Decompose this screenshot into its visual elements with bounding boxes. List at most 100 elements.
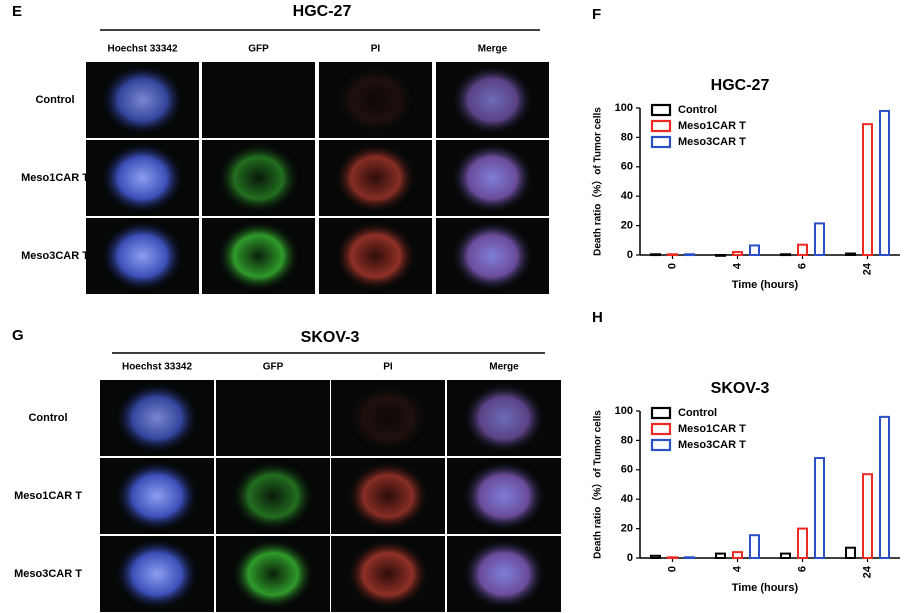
panel-letter: F <box>592 6 601 23</box>
cell-spheroid <box>334 143 417 213</box>
y-tick-label: 0 <box>627 552 633 564</box>
bar <box>715 552 726 560</box>
panel-title: SKOV-3 <box>301 329 360 346</box>
bar <box>684 253 695 257</box>
legend-swatch <box>650 103 672 117</box>
bar <box>862 123 873 256</box>
cell-spheroid <box>346 383 430 453</box>
panel-letter: H <box>592 309 603 326</box>
chart-title: HGC-27 <box>711 77 770 94</box>
x-tick-label: 4 <box>731 565 743 572</box>
cell-spheroid <box>217 221 300 291</box>
legend-swatch <box>650 406 672 420</box>
y-tick-label: 100 <box>615 102 633 114</box>
row-label: Control <box>28 412 67 424</box>
cell-spheroid <box>101 143 184 213</box>
legend-label: Control <box>678 407 717 419</box>
bar <box>879 415 890 559</box>
y-tick-label: 20 <box>621 523 633 535</box>
bar <box>845 546 856 560</box>
cell-spheroid <box>451 65 534 135</box>
y-tick-label: 60 <box>621 464 633 476</box>
bar <box>667 556 678 560</box>
panel-letter: E <box>12 3 22 20</box>
row-label: Meso1CAR T <box>21 172 89 184</box>
cell-spheroid <box>334 221 417 291</box>
row-label: Meso3CAR T <box>21 250 89 262</box>
cell-spheroid <box>101 221 184 291</box>
legend-label: Meso1CAR T <box>678 423 746 435</box>
bar <box>732 251 743 256</box>
cell-spheroid <box>451 221 534 291</box>
y-axis-label: Death ratio（%）of Tumor cells <box>591 107 604 256</box>
cell-spheroid <box>115 461 199 531</box>
row-label: Meso1CAR T <box>14 490 82 502</box>
bar <box>814 222 825 257</box>
x-tick-label: 4 <box>731 262 743 269</box>
micrograph <box>202 62 315 138</box>
cell-spheroid <box>115 539 199 609</box>
bar <box>845 252 856 256</box>
legend-label: Control <box>678 104 717 116</box>
bar <box>862 473 873 559</box>
bar <box>797 243 808 257</box>
column-header: PI <box>383 362 393 373</box>
legend-swatch <box>650 135 672 149</box>
cell-spheroid <box>462 539 546 609</box>
x-tick-label: 6 <box>796 566 808 572</box>
cell-spheroid <box>231 461 315 531</box>
x-tick-label: 24 <box>861 262 873 275</box>
bar <box>780 552 791 560</box>
bar <box>650 253 661 257</box>
cell-spheroid <box>462 461 546 531</box>
y-tick-label: 80 <box>621 434 633 446</box>
y-tick-label: 80 <box>621 131 633 143</box>
legend-swatch <box>650 422 672 436</box>
y-axis-label: Death ratio（%）of Tumor cells <box>591 410 604 559</box>
y-tick-label: 20 <box>621 220 633 232</box>
bar <box>780 253 791 257</box>
column-header: Merge <box>478 44 508 55</box>
legend-label: Meso3CAR T <box>678 439 746 451</box>
bar <box>797 527 808 559</box>
column-header: GFP <box>263 362 284 373</box>
row-label: Meso3CAR T <box>14 568 82 580</box>
panel-title: HGC-27 <box>293 3 352 20</box>
cell-spheroid <box>346 539 430 609</box>
cell-spheroid <box>462 383 546 453</box>
legend-swatch <box>650 438 672 452</box>
y-tick-label: 100 <box>615 405 633 417</box>
column-header: Hoechst 33342 <box>122 362 192 373</box>
legend-label: Meso3CAR T <box>678 136 746 148</box>
y-tick-label: 60 <box>621 161 633 173</box>
row-label: Control <box>35 94 74 106</box>
legend-label: Meso1CAR T <box>678 120 746 132</box>
cell-spheroid <box>231 539 315 609</box>
cell-spheroid <box>115 383 199 453</box>
y-tick-label: 40 <box>621 190 633 202</box>
bar <box>667 253 678 257</box>
bar <box>732 551 743 559</box>
cell-spheroid <box>334 65 417 135</box>
cell-spheroid <box>217 143 300 213</box>
y-tick-label: 40 <box>621 493 633 505</box>
bar <box>715 254 726 257</box>
cell-spheroid <box>346 461 430 531</box>
micrograph <box>216 380 330 456</box>
column-header: Hoechst 33342 <box>107 44 177 55</box>
bar <box>650 554 661 559</box>
bar <box>684 556 695 560</box>
bar <box>879 109 890 256</box>
chart-title: SKOV-3 <box>711 380 770 397</box>
bar <box>749 534 760 560</box>
column-header: Merge <box>489 362 519 373</box>
x-axis-label: Time (hours) <box>732 582 799 594</box>
x-axis-label: Time (hours) <box>732 279 799 291</box>
column-header: GFP <box>248 44 269 55</box>
cell-spheroid <box>451 143 534 213</box>
x-tick-label: 24 <box>861 565 873 578</box>
x-tick-label: 0 <box>666 263 678 269</box>
x-tick-label: 6 <box>796 263 808 269</box>
x-tick-label: 0 <box>666 566 678 572</box>
